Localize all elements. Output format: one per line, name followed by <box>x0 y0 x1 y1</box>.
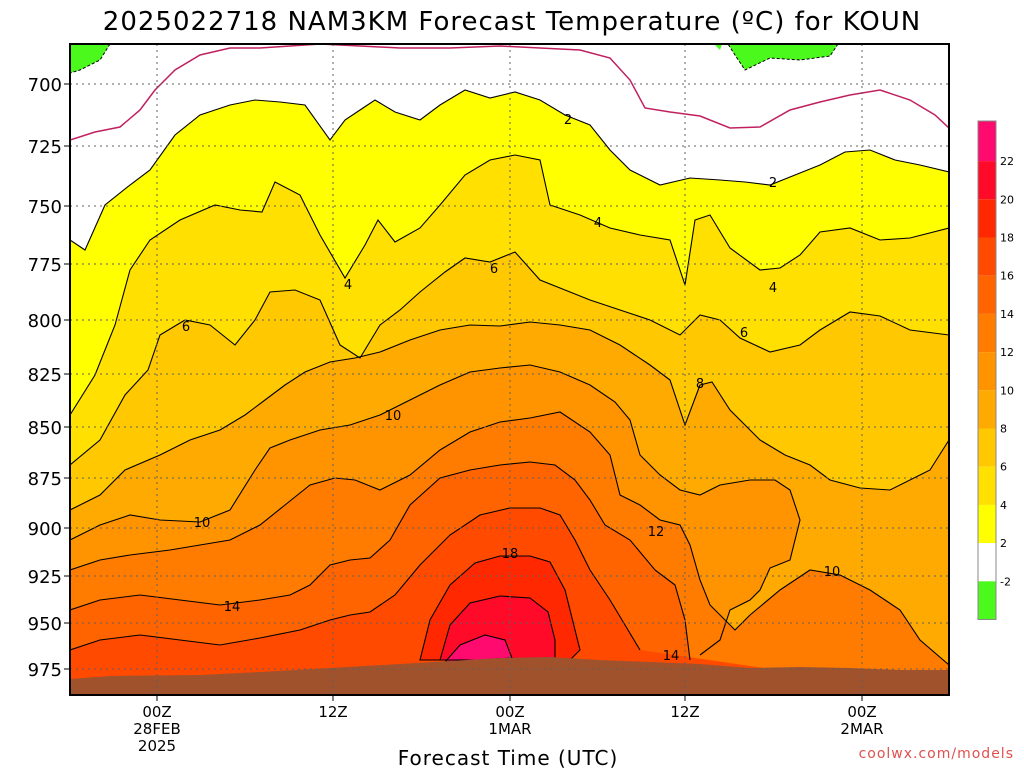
contour-line-8 <box>70 507 641 651</box>
contour-line-1 <box>70 89 949 251</box>
contour-line-2 <box>70 154 949 416</box>
x-tick-label: 12Z <box>318 703 347 721</box>
contour-label: 14 <box>663 649 680 664</box>
colorbar-label: -2 <box>1000 575 1011 588</box>
contour-label: 10 <box>194 516 211 531</box>
colorbar-label: 16 <box>1000 270 1014 283</box>
x-tick-label: 28FEB <box>133 720 180 738</box>
y-tick-label: 975 <box>28 660 62 681</box>
colorbar-swatch <box>978 237 996 276</box>
x-axis-label: Forecast Time (UTC) <box>398 746 619 768</box>
y-tick-label: 900 <box>28 519 62 540</box>
y-tick-label: 700 <box>28 75 62 96</box>
colorbar-label: 6 <box>1000 461 1007 474</box>
contour-label: 4 <box>594 216 602 231</box>
chart-title: 2025022718 NAM3KM Forecast Temperature (… <box>103 7 921 37</box>
colorbar-swatch <box>978 581 996 620</box>
colorbar-swatch <box>978 313 996 353</box>
contour-line-5 <box>70 364 801 656</box>
contour-label: 4 <box>769 281 777 296</box>
colorbar-label: 22 <box>1000 155 1014 168</box>
plot-area <box>70 44 949 695</box>
x-tick-label: 1MAR <box>488 720 531 738</box>
colorbar-swatch <box>978 352 996 391</box>
temperature-band-11 <box>445 635 512 662</box>
colorbar-swatch <box>978 466 996 505</box>
contour-label: 10 <box>385 409 402 424</box>
y-tick-label: 725 <box>28 137 62 158</box>
y-tick-label: 875 <box>28 469 62 490</box>
credit-text: coolwx.com/models <box>858 746 1014 762</box>
contour-label: 6 <box>490 262 498 277</box>
x-tick-label: 00Z <box>847 703 876 721</box>
y-tick-label: 925 <box>28 567 62 588</box>
colorbar-swatch <box>978 504 996 544</box>
colorbar-label: 8 <box>1000 423 1007 436</box>
colorbar-swatch <box>978 428 996 467</box>
colorbar-label: 18 <box>1000 232 1014 245</box>
x-tick-label: 00Z <box>495 703 524 721</box>
contour-label: 2 <box>769 176 777 191</box>
cold-patch-right <box>727 44 839 71</box>
y-tick-label: 825 <box>28 365 62 386</box>
x-tick-label: 00Z <box>142 703 171 721</box>
colorbar-swatch <box>978 161 996 200</box>
contour-label: 18 <box>502 547 519 562</box>
colorbar-label: 4 <box>1000 499 1007 512</box>
x-tick-label: 2MAR <box>840 720 883 738</box>
contour-label: 6 <box>182 320 190 335</box>
y-tick-label: 775 <box>28 255 62 276</box>
contour-line-9 <box>419 555 581 661</box>
x-tick-label: 2025 <box>138 737 176 755</box>
colorbar-swatch <box>978 543 996 582</box>
contour-label: 4 <box>344 278 352 293</box>
contour-label: 12 <box>648 525 665 540</box>
colorbar-label: 10 <box>1000 384 1014 397</box>
contour-line-7 <box>70 461 691 661</box>
colorbar-swatch <box>978 390 996 429</box>
contour-line-4 <box>70 321 949 511</box>
colorbar-label: 20 <box>1000 193 1014 206</box>
cold-patch-left <box>70 44 111 74</box>
y-tick-label: 750 <box>28 197 62 218</box>
y-tick-label: 950 <box>28 614 62 635</box>
cold-patch-small <box>714 44 722 50</box>
colorbar-frame <box>977 120 997 621</box>
contour-label: 6 <box>740 326 748 341</box>
contour-line-10 <box>439 595 556 661</box>
colorbar-swatch <box>978 121 996 162</box>
colorbar-label: 2 <box>1000 537 1007 550</box>
colorbar-label: 12 <box>1000 346 1014 359</box>
contour-label: 10 <box>824 565 841 580</box>
y-tick-label: 800 <box>28 311 62 332</box>
contour-line-3 <box>70 251 949 466</box>
y-tick-label: 850 <box>28 418 62 439</box>
contour-label: 2 <box>564 113 572 128</box>
x-tick-label: 12Z <box>670 703 699 721</box>
zero-degree-line <box>70 44 949 141</box>
colorbar-swatch <box>978 199 996 238</box>
colorbar-swatch <box>978 275 996 314</box>
colorbar-label: 14 <box>1000 308 1014 321</box>
contour-label: 14 <box>224 600 241 615</box>
contour-line-6 <box>70 411 949 666</box>
contour-label: 8 <box>696 377 704 392</box>
